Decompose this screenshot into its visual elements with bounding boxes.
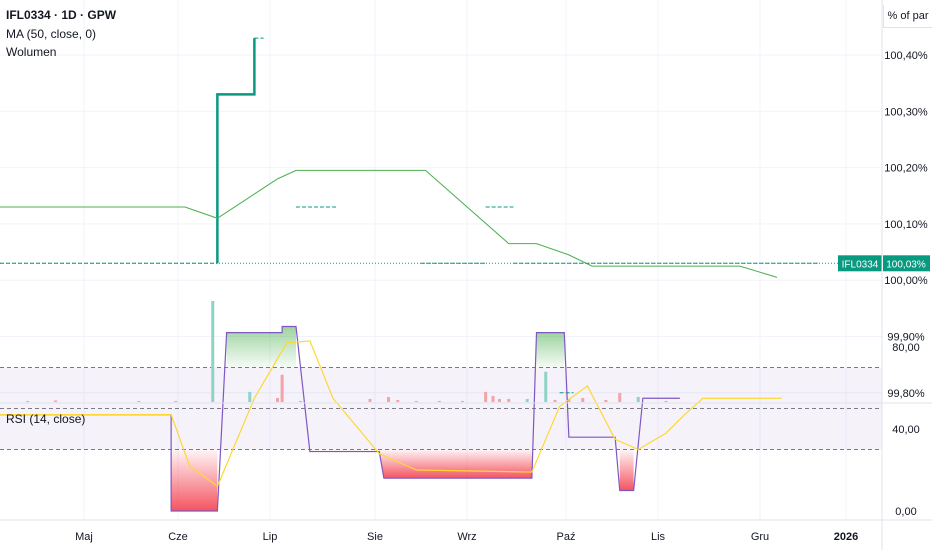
x-tick-label: Sie [367, 531, 383, 543]
unit-badge[interactable]: % of par [883, 5, 932, 28]
symbol-legend[interactable]: IFL0334 · 1D · GPW [6, 8, 117, 22]
x-tick-label: Wrz [457, 531, 476, 543]
volume-bar [137, 400, 141, 402]
volume-bar [26, 400, 30, 402]
volume-bar [525, 398, 529, 402]
volume-bar [544, 371, 548, 402]
volume-bar [280, 374, 284, 402]
volume-bar [461, 400, 464, 402]
volume-bar [211, 301, 215, 402]
volume-bar [248, 391, 252, 402]
last-price-symbol-label: IFL0334 [842, 259, 879, 270]
volume-bar [636, 396, 640, 402]
y-tick-label: 100,00% [884, 275, 928, 287]
price-pane: IFL0334 100,03% [0, 37, 930, 394]
rsi-oversold-fill [619, 449, 634, 491]
rsi-legend[interactable]: RSI (14, close) [6, 412, 86, 426]
volume-bar [553, 399, 557, 402]
rsi-pane [0, 325, 782, 512]
grid [0, 0, 882, 520]
volume-bar [54, 400, 57, 402]
x-tick-label: Gru [751, 531, 769, 543]
y-tick-label: 100,30% [884, 106, 928, 118]
rsi-oversold-fill [309, 449, 532, 479]
volume-bar [368, 398, 372, 402]
volume-bar [498, 398, 501, 402]
ma-legend[interactable]: MA (50, close, 0) [6, 27, 97, 41]
volume-bar [276, 397, 279, 402]
x-tick-label: Lip [263, 531, 278, 543]
rsi-band-background [0, 367, 882, 450]
volume-bar [581, 397, 585, 402]
x-tick-label: Lis [651, 531, 666, 543]
volume-bars [26, 301, 668, 402]
last-price-symbol-tag [838, 255, 882, 272]
rsi-ma-line [0, 340, 782, 488]
volume-legend[interactable]: Wolumen [6, 45, 57, 59]
volume-bar [174, 400, 178, 402]
x-tick-label: 2026 [834, 531, 858, 543]
y-tick-label: 100,40% [884, 50, 928, 62]
rsi-y-tick-label: 40,00 [892, 424, 920, 436]
y-tick-label: 99,80% [887, 388, 925, 400]
volume-bar [491, 395, 495, 402]
rsi-y-tick-label: 80,00 [892, 342, 920, 354]
volume-bar [664, 400, 668, 402]
rsi-overbought-fill [536, 332, 565, 368]
volume-bar [299, 400, 303, 402]
price-line [216, 38, 256, 264]
ma-line [0, 169, 778, 278]
last-price-value-tag [883, 255, 930, 272]
y-tick-label: 99,90% [887, 332, 925, 344]
volume-bar [604, 399, 608, 402]
rsi-oversold-fill [171, 449, 218, 511]
volume-bar [618, 392, 622, 402]
x-tick-label: Paź [557, 531, 576, 543]
last-price-value-label: 100,03% [886, 259, 926, 270]
y-tick-label: 100,20% [884, 163, 928, 175]
volume-bar [437, 400, 441, 402]
volume-bar [414, 400, 418, 402]
volume-bar [396, 399, 400, 402]
y-tick-label: 100,10% [884, 219, 928, 231]
volume-bar [567, 398, 571, 402]
volume-bar [484, 391, 488, 402]
x-tick-label: Cze [168, 531, 188, 543]
rsi-y-tick-label: 0,00 [895, 506, 916, 518]
volume-bar [507, 398, 511, 402]
x-tick-label: Maj [75, 531, 93, 543]
volume-bar [387, 396, 390, 402]
